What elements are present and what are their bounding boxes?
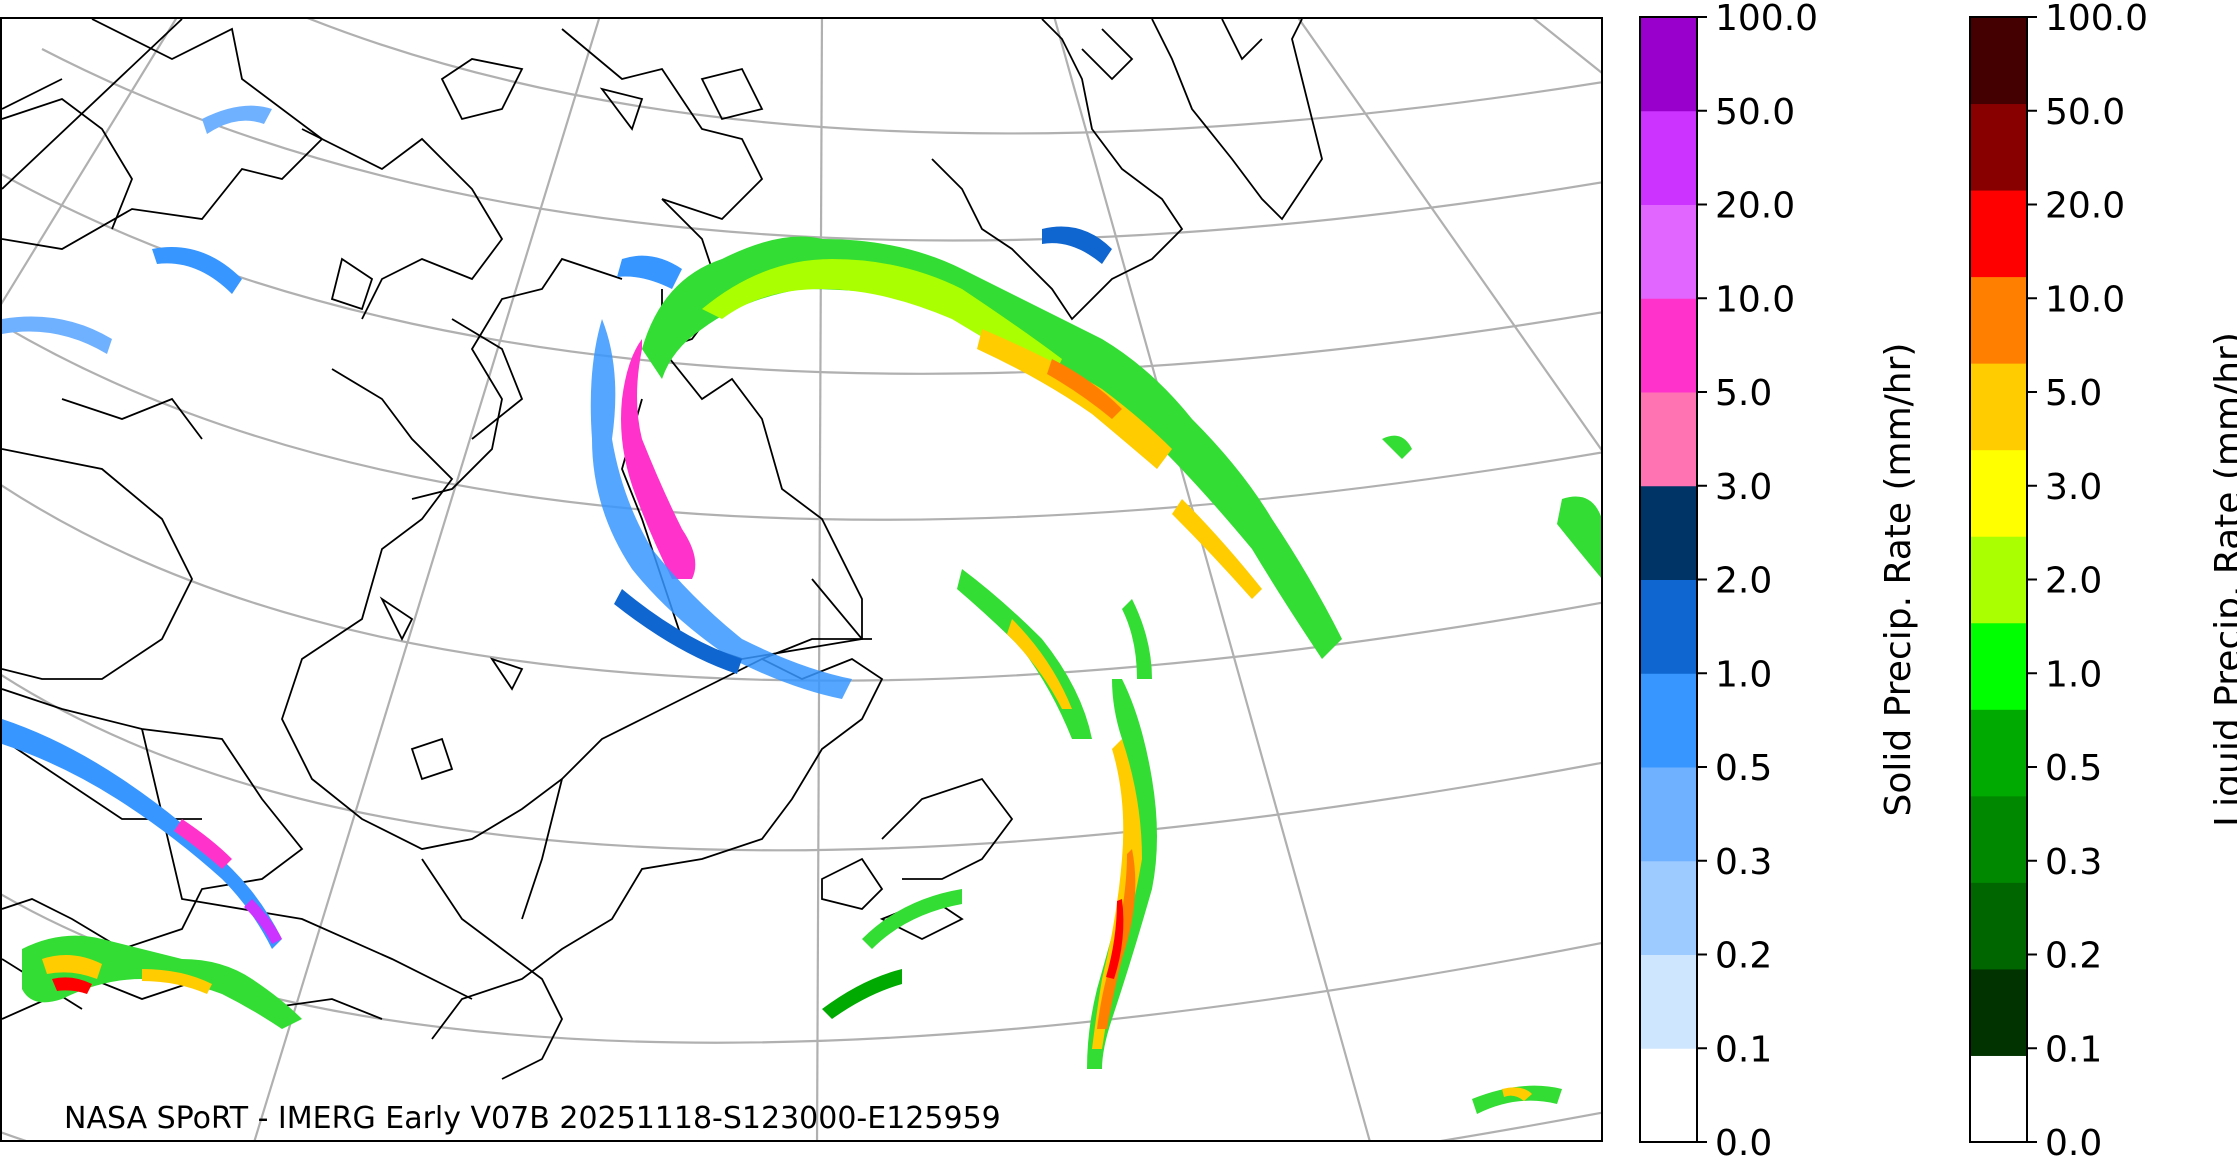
- solid-colorbar-swatch: [1640, 579, 1697, 674]
- solid-colorbar-tick-label: 100.0: [1715, 0, 1818, 39]
- liquid-colorbar-tick-label: 0.1: [2045, 1029, 2102, 1070]
- solid-colorbar-swatch: [1640, 392, 1697, 487]
- liquid-colorbar-tick-label: 0.5: [2045, 748, 2102, 789]
- solid-colorbar-tick-label: 20.0: [1715, 186, 1795, 227]
- liquid-colorbar-swatch: [1970, 276, 2027, 364]
- solid-colorbar-tick-label: 2.0: [1715, 561, 1772, 602]
- liquid-colorbar-swatch: [1970, 363, 2027, 451]
- solid-colorbar-tick-label: 0.3: [1715, 842, 1772, 883]
- liquid-colorbar-tick-label: 3.0: [2045, 467, 2102, 508]
- solid-colorbar-tick-label: 0.5: [1715, 748, 1772, 789]
- solid-colorbar-tick-label: 0.0: [1715, 1123, 1772, 1164]
- solid-colorbar-tick-label: 3.0: [1715, 467, 1772, 508]
- liquid-colorbar-swatch: [1970, 449, 2027, 537]
- liquid-colorbar-tick-label: 10.0: [2045, 279, 2125, 320]
- map-credit-text: NASA SPoRT - IMERG Early V07B 20251118-S…: [64, 1101, 1001, 1136]
- liquid-colorbar-tick-label: 100.0: [2045, 0, 2148, 39]
- solid-colorbar-swatch: [1640, 485, 1697, 580]
- solid-colorbar-tick-label: 0.1: [1715, 1029, 1772, 1070]
- liquid-colorbar-swatch: [1970, 882, 2027, 970]
- liquid-colorbar-tick-label: 20.0: [2045, 186, 2125, 227]
- liquid-colorbar-swatch: [1970, 968, 2027, 1056]
- precipitation-field: [2, 105, 1601, 1114]
- liquid-colorbar-tick-label: 50.0: [2045, 92, 2125, 133]
- liquid-colorbar-swatch: [1970, 1055, 2027, 1143]
- solid-colorbar-tick-label: 0.2: [1715, 936, 1772, 977]
- liquid-colorbar-tick-label: 2.0: [2045, 561, 2102, 602]
- solid-colorbar-swatch: [1640, 954, 1697, 1049]
- solid-colorbar-swatch: [1640, 860, 1697, 955]
- solid-colorbar-tick-label: 1.0: [1715, 654, 1772, 695]
- liquid-colorbar-swatch: [1970, 17, 2027, 105]
- liquid-colorbar-tick-label: 1.0: [2045, 654, 2102, 695]
- liquid-colorbar-axis-label: Liquid Precip. Rate (mm/hr): [2208, 332, 2237, 827]
- solid-colorbar-swatch: [1640, 673, 1697, 768]
- liquid-precip-colorbar: 0.0 0.1 0.2 0.3 0.5 1.0 2.0 3.0 5.0 10.0 20.0 50.0 1…: [1969, 0, 2237, 1164]
- solid-colorbar-swatch: [1640, 767, 1697, 862]
- liquid-colorbar-tick-label: 0.0: [2045, 1123, 2102, 1164]
- solid-colorbar-swatch: [1640, 204, 1697, 299]
- liquid-colorbar-swatch: [1970, 709, 2027, 797]
- liquid-colorbar-tick-label: 0.2: [2045, 936, 2102, 977]
- solid-colorbar-swatch: [1640, 110, 1697, 205]
- graticule-lines: [2, 19, 1601, 1140]
- solid-colorbar-axis-label: Solid Precip. Rate (mm/hr): [1878, 343, 1919, 817]
- solid-colorbar-swatch: [1640, 1048, 1697, 1143]
- liquid-colorbar-swatch: [1970, 190, 2027, 278]
- solid-colorbar-tick-label: 10.0: [1715, 279, 1795, 320]
- solid-colorbar-tick-label: 5.0: [1715, 373, 1772, 414]
- liquid-colorbar-tick-label: 5.0: [2045, 373, 2102, 414]
- solid-precip-colorbar: 0.0 0.1 0.2 0.3 0.5 1.0 2.0 3.0 5.0 10.0 20.0 50.0 1…: [1639, 0, 1919, 1164]
- solid-colorbar-swatch: [1640, 17, 1697, 112]
- liquid-colorbar-swatch: [1970, 795, 2027, 883]
- liquid-colorbar-swatch: [1970, 536, 2027, 624]
- liquid-colorbar-swatch: [1970, 103, 2027, 191]
- solid-colorbar-swatch: [1640, 298, 1697, 393]
- solid-colorbar-tick-label: 50.0: [1715, 92, 1795, 133]
- liquid-colorbar-swatch: [1970, 622, 2027, 710]
- liquid-colorbar-tick-label: 0.3: [2045, 842, 2102, 883]
- precipitation-map: [2, 19, 1601, 1140]
- map-panel: NASA SPoRT - IMERG Early V07B 20251118-S…: [0, 17, 1603, 1142]
